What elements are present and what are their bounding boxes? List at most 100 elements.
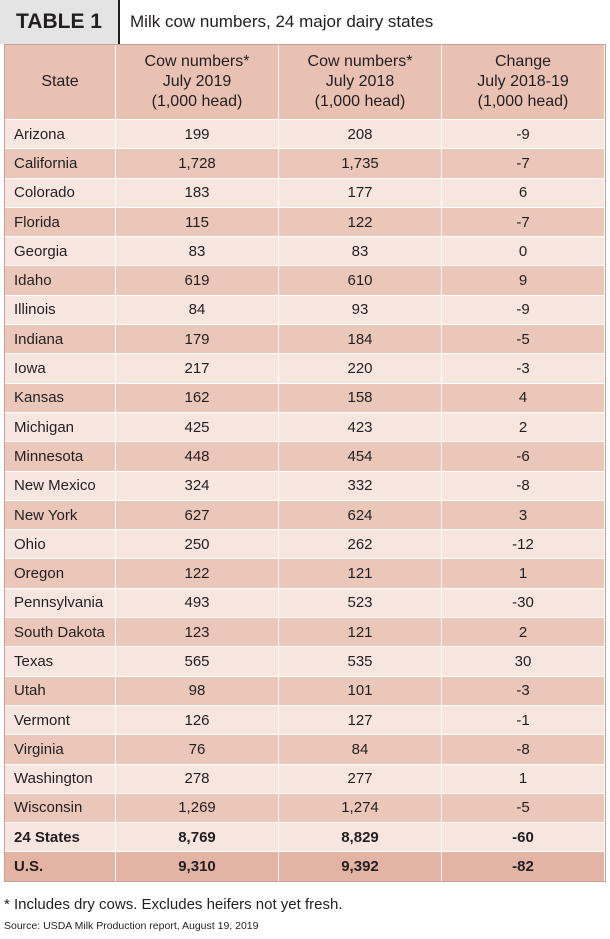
value-cell: 278 (115, 763, 279, 794)
state-cell: Washington (5, 763, 116, 794)
state-cell: Colorado (5, 177, 116, 208)
table-row: Georgia 83 83 0 (5, 236, 605, 266)
value-cell: 624 (278, 499, 442, 530)
state-cell: Minnesota (5, 441, 116, 472)
table-row: Indiana 179 184 -5 (5, 324, 605, 354)
value-cell: 1,735 (278, 148, 442, 179)
table-row: Pennsylvania 493 523 -30 (5, 587, 605, 618)
value-cell: 565 (115, 646, 279, 677)
header-line: Cow numbers* (144, 53, 250, 70)
table-row: Colorado 183 177 6 (5, 177, 605, 208)
value-cell: 93 (278, 294, 442, 325)
value-cell: 98 (115, 675, 279, 706)
value-cell: 1,274 (278, 792, 442, 823)
value-cell: 425 (115, 411, 279, 442)
value-cell: 122 (115, 558, 279, 589)
header-line: (1,000 head) (477, 93, 569, 110)
table-title: Milk cow numbers, 24 major dairy states (130, 12, 434, 31)
value-cell: 8,829 (278, 822, 442, 852)
column-header: State (5, 45, 116, 120)
value-cell: 1,728 (115, 148, 279, 179)
state-cell: 24 States (5, 822, 116, 852)
column-header: Cow numbers* July 2018 (1,000 head) (278, 45, 442, 120)
value-cell: 183 (115, 177, 279, 208)
table-row: Michigan 425 423 2 (5, 411, 605, 442)
value-cell: 324 (115, 470, 279, 501)
value-cell: -5 (441, 324, 605, 354)
header-line: July 2018 (325, 73, 395, 90)
table: State Cow numbers* July 2019 (1,000 head) Co… (5, 45, 605, 881)
table-row: Kansas 162 158 4 (5, 382, 605, 413)
table-row: Virginia 76 84 -8 (5, 734, 605, 765)
table-row: Minnesota 448 454 -6 (5, 441, 605, 472)
state-cell: South Dakota (5, 617, 116, 647)
value-cell: 454 (278, 441, 442, 472)
table-row: California 1,728 1,735 -7 (5, 148, 605, 179)
value-cell: 208 (278, 118, 442, 149)
value-cell: 83 (115, 236, 279, 266)
state-cell: Illinois (5, 294, 116, 325)
value-cell: -9 (441, 294, 605, 325)
value-cell: 115 (115, 206, 279, 237)
value-cell: 3 (441, 499, 605, 530)
state-cell: Utah (5, 675, 116, 706)
value-cell: 127 (278, 704, 442, 735)
table-row: Utah 98 101 -3 (5, 675, 605, 706)
column-header: Cow numbers* July 2019 (1,000 head) (115, 45, 279, 120)
value-cell: 1 (441, 558, 605, 589)
value-cell: 262 (278, 529, 442, 559)
table-row: Illinois 84 93 -9 (5, 294, 605, 325)
value-cell: -8 (441, 470, 605, 501)
value-cell: 199 (115, 118, 279, 149)
value-cell: 84 (278, 734, 442, 765)
value-cell: 0 (441, 236, 605, 266)
table-row: 24 States 8,769 8,829 -60 (5, 822, 605, 852)
footnote: * Includes dry cows. Excludes heifers no… (4, 896, 343, 913)
value-cell: 277 (278, 763, 442, 794)
table-row: New Mexico 324 332 -8 (5, 470, 605, 501)
state-cell: New Mexico (5, 470, 116, 501)
state-cell: Kansas (5, 382, 116, 413)
table-row: Ohio 250 262 -12 (5, 529, 605, 559)
header-line: (1,000 head) (151, 93, 243, 110)
value-cell: 158 (278, 382, 442, 413)
state-cell: Wisconsin (5, 792, 116, 823)
state-cell: Georgia (5, 236, 116, 266)
value-cell: -82 (441, 851, 605, 881)
table-row: Washington 278 277 1 (5, 763, 605, 794)
state-cell: Iowa (5, 353, 116, 384)
value-cell: -7 (441, 206, 605, 237)
state-cell: Florida (5, 206, 116, 237)
state-cell: Vermont (5, 704, 116, 735)
value-cell: 1 (441, 763, 605, 794)
value-cell: 121 (278, 558, 442, 589)
value-cell: 9,392 (278, 851, 442, 881)
header: TABLE 1 Milk cow numbers, 24 major dairy… (0, 0, 610, 44)
value-cell: 2 (441, 617, 605, 647)
value-cell: 332 (278, 470, 442, 501)
state-cell: Arizona (5, 118, 116, 149)
state-cell: Pennsylvania (5, 587, 116, 618)
table-row: Florida 115 122 -7 (5, 206, 605, 237)
state-cell: Oregon (5, 558, 116, 589)
header-line: July 2019 (162, 73, 232, 90)
state-cell: Indiana (5, 324, 116, 354)
value-cell: 220 (278, 353, 442, 384)
value-cell: 448 (115, 441, 279, 472)
value-cell: -30 (441, 587, 605, 618)
state-cell: California (5, 148, 116, 179)
header-line: (1,000 head) (314, 93, 406, 110)
value-cell: -1 (441, 704, 605, 735)
value-cell: 1,269 (115, 792, 279, 823)
value-cell: 619 (115, 265, 279, 296)
value-cell: -8 (441, 734, 605, 765)
value-cell: -12 (441, 529, 605, 559)
value-cell: 83 (278, 236, 442, 266)
value-cell: 76 (115, 734, 279, 765)
table-label: TABLE 1 (0, 0, 120, 44)
header-row: State Cow numbers* July 2019 (1,000 head) Co… (5, 45, 605, 120)
value-cell: -6 (441, 441, 605, 472)
value-cell: 162 (115, 382, 279, 413)
value-cell: 535 (278, 646, 442, 677)
state-cell: Texas (5, 646, 116, 677)
